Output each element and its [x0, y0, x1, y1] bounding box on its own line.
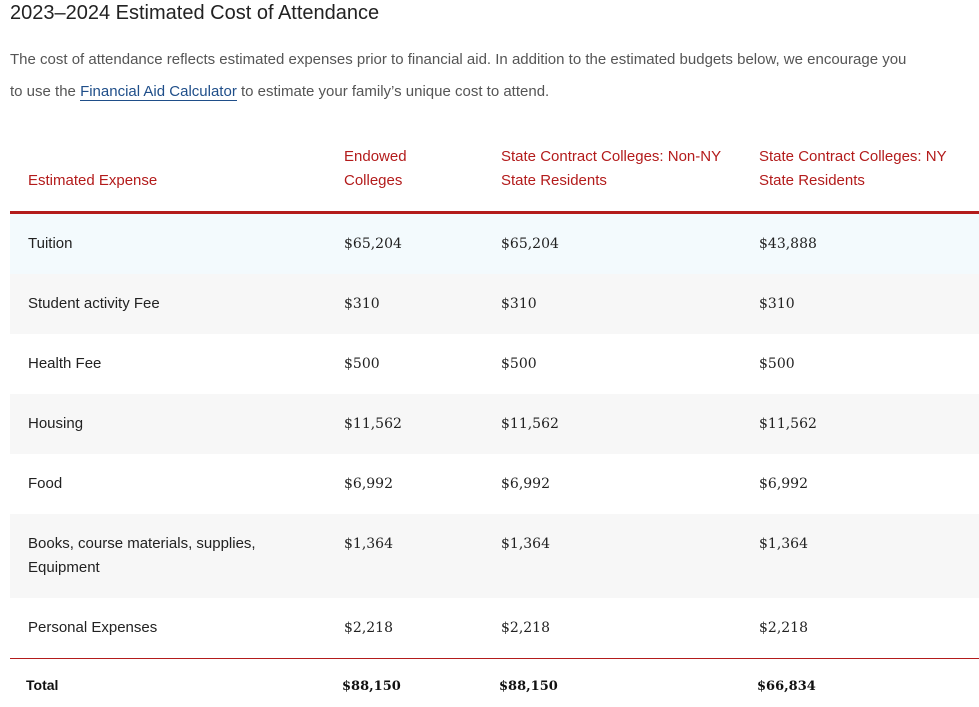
column-header-expense: Estimated Expense [10, 131, 326, 213]
financial-aid-calculator-link[interactable]: Financial Aid Calculator [80, 83, 237, 101]
cell-state-non-ny: $6,992 [483, 454, 741, 514]
table-row: Tuition $65,204 $65,204 $43,888 [10, 213, 979, 275]
expense-label: Tuition [10, 213, 326, 275]
cell-state-ny: $1,364 [741, 514, 979, 598]
cell-endowed: $6,992 [326, 454, 483, 514]
table-row: Student activity Fee $310 $310 $310 [10, 274, 979, 334]
cell-state-ny: $6,992 [741, 454, 979, 514]
cell-state-ny: $11,562 [741, 394, 979, 454]
expense-label: Housing [10, 394, 326, 454]
cell-state-non-ny: $65,204 [483, 213, 741, 275]
cell-state-non-ny: $500 [483, 334, 741, 394]
total-row: Total $88,150 $88,150 $66,834 [10, 659, 979, 707]
table-row: Personal Expenses $2,218 $2,218 $2,218 [10, 598, 979, 659]
table-row: Housing $11,562 $11,562 $11,562 [10, 394, 979, 454]
cost-of-attendance-table: Estimated Expense Endowed Colleges State… [10, 131, 979, 707]
total-state-non-ny: $88,150 [483, 659, 741, 707]
cell-state-non-ny: $1,364 [483, 514, 741, 598]
intro-paragraph: The cost of attendance reflects estimate… [10, 44, 910, 108]
expense-label: Books, course materials, supplies, Equip… [10, 514, 326, 598]
cell-endowed: $65,204 [326, 213, 483, 275]
expense-label: Student activity Fee [10, 274, 326, 334]
intro-text-after: to estimate your family’s unique cost to… [237, 83, 549, 100]
total-endowed: $88,150 [326, 659, 483, 707]
cell-state-ny: $2,218 [741, 598, 979, 659]
column-header-state-ny: State Contract Colleges: NY State Reside… [741, 131, 979, 213]
cell-state-ny: $310 [741, 274, 979, 334]
table-row: Food $6,992 $6,992 $6,992 [10, 454, 979, 514]
total-label: Total [10, 659, 326, 707]
table-row: Books, course materials, supplies, Equip… [10, 514, 979, 598]
cell-state-non-ny: $2,218 [483, 598, 741, 659]
cell-endowed: $2,218 [326, 598, 483, 659]
cell-endowed: $500 [326, 334, 483, 394]
expense-label: Health Fee [10, 334, 326, 394]
table-header-row: Estimated Expense Endowed Colleges State… [10, 131, 979, 213]
column-header-endowed: Endowed Colleges [326, 131, 483, 213]
cell-endowed: $310 [326, 274, 483, 334]
expense-label: Personal Expenses [10, 598, 326, 659]
cell-state-ny: $43,888 [741, 213, 979, 275]
cell-endowed: $11,562 [326, 394, 483, 454]
total-state-ny: $66,834 [741, 659, 979, 707]
column-header-state-non-ny: State Contract Colleges: Non-NY State Re… [483, 131, 741, 213]
cell-state-non-ny: $310 [483, 274, 741, 334]
page-title: 2023–2024 Estimated Cost of Attendance [10, 0, 379, 26]
expense-label: Food [10, 454, 326, 514]
cell-state-non-ny: $11,562 [483, 394, 741, 454]
cell-state-ny: $500 [741, 334, 979, 394]
cell-endowed: $1,364 [326, 514, 483, 598]
table-row: Health Fee $500 $500 $500 [10, 334, 979, 394]
